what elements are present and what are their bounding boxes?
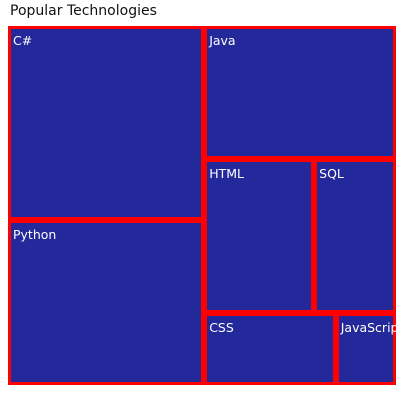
treemap-tile-label: HTML xyxy=(209,165,244,181)
treemap-tile-label: C# xyxy=(13,33,33,48)
treemap-tile-label: JavaScript xyxy=(340,319,401,335)
treemap-tile-label: Python xyxy=(13,227,57,243)
chart-title: Popular Technologies xyxy=(10,3,157,19)
treemap-tile-html[interactable]: HTML xyxy=(204,158,315,313)
treemap-tile-label: Java xyxy=(209,33,236,48)
treemap-tile-python[interactable]: Python xyxy=(8,220,205,385)
treemap-tile-csharp[interactable]: C# xyxy=(8,26,205,221)
treemap-tile-javascript[interactable]: JavaScript xyxy=(335,312,401,385)
treemap-tile-css[interactable]: CSS xyxy=(204,312,336,385)
treemap-tile-label: SQL xyxy=(319,165,344,181)
treemap-tile-java[interactable]: Java xyxy=(204,26,396,159)
treemap-tile-label: CSS xyxy=(209,319,234,335)
treemap-tile-sql[interactable]: SQL xyxy=(314,158,396,313)
